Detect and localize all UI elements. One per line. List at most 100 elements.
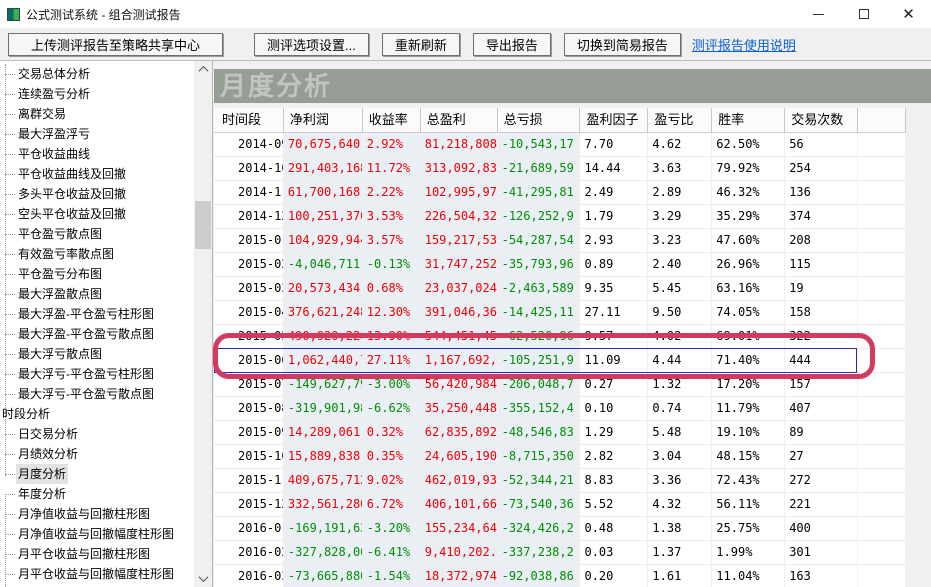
refresh-button[interactable]: 重新刷新 [381,32,460,56]
maximize-button[interactable] [841,0,886,28]
cell-1: -169,191,63 [283,517,363,540]
export-button[interactable]: 导出报告 [472,32,551,56]
column-header-2[interactable]: 收益率 [363,108,421,132]
cell-1: 490,920,226 [283,325,363,348]
cell-2: -6.62% [362,397,421,420]
sidebar-item-14[interactable]: 最大浮亏散点图 [0,344,192,364]
sidebar-item-7[interactable]: 空头平仓收益及回撤 [0,204,192,224]
toolbar: 上传测评报告至策略共享中心 测评选项设置... 重新刷新 导出报告 切换到简易报… [0,28,931,61]
column-header-7[interactable]: 胜率 [712,108,786,132]
table-row-2015-06[interactable]: 2015-06 1,062,440,7 27.11% 1,167,692,6 -105,… [214,348,907,373]
table-row-2015-10[interactable]: 2015-10 15,889,838. 0.35% 24,605,190. -8,715… [214,445,907,469]
sidebar-item-8[interactable]: 平仓盈亏散点图 [0,224,192,244]
sidebar-item-23[interactable]: 月净值收益与回撤幅度柱形图 [0,524,192,544]
sidebar-item-10[interactable]: 平仓盈亏分布图 [0,264,192,284]
column-header-0[interactable]: 时间段 [214,108,284,132]
cell-4: -54,287,54 [497,229,581,252]
sidebar-item-9[interactable]: 有效盈亏率散点图 [0,244,192,264]
cell-7: 19.10% [712,421,786,444]
close-button[interactable]: ✕ [886,0,931,28]
table-row-2015-07[interactable]: 2015-07 -149,627,79 -3.00% 56,420,984. -206,… [214,373,907,397]
sidebar-item-24[interactable]: 月平仓收益与回撤柱形图 [0,544,192,564]
cell-7: 69.01% [712,325,786,348]
sidebar-scroll-thumb[interactable] [195,201,211,249]
cell-4: -324,426,2 [497,517,581,540]
cell-7: 56.11% [712,493,786,516]
cell-period: 2015-06 [214,349,284,372]
cell-9 [858,469,907,492]
column-header-5[interactable]: 盈利因子 [580,108,649,132]
sidebar-item-20[interactable]: 月度分析 [0,464,192,484]
scroll-down-icon[interactable] [194,570,212,587]
table-row-2015-09[interactable]: 2015-09 14,289,061. 0.32% 62,835,892. -48,54… [214,421,907,445]
cell-3: 81,218,808. [420,133,498,156]
scroll-up-icon[interactable] [194,61,212,78]
sidebar-item-18[interactable]: 日交易分析 [0,424,192,444]
sidebar-item-5[interactable]: 平仓收益曲线及回撤 [0,164,192,184]
cell-period: 2014-09 [214,133,284,156]
table-row-2015-05[interactable]: 2015-05 490,920,226 13.90% 544,451,456 -62,5… [214,325,907,349]
report-help-link[interactable]: 测评报告使用说明 [691,37,796,53]
sidebar-item-3[interactable]: 最大浮盈浮亏 [0,124,192,144]
cell-6: 2.89 [648,181,713,204]
cell-5: 1.79 [580,205,649,228]
sidebar-item-11[interactable]: 最大浮盈散点图 [0,284,192,304]
sidebar-item-2[interactable]: 离群交易 [0,104,192,124]
table-row-2015-08[interactable]: 2015-08 -319,901,98 -6.62% 35,250,448. -355,… [214,397,907,421]
cell-8: 221 [785,493,859,516]
cell-6: 5.48 [648,421,713,444]
table-row-2015-12[interactable]: 2015-12 332,561,280 6.72% 406,101,664 -73,54… [214,493,907,517]
cell-5: 2.82 [580,445,649,468]
minimize-button[interactable] [796,0,841,28]
sidebar-item-15[interactable]: 最大浮亏-平仓盈亏柱形图 [0,364,192,384]
sidebar: 交易总体分析 连续盈亏分析 离群交易最大浮盈浮亏平仓收益曲线 平仓收益曲线及回撤 多头平… [0,61,213,587]
sidebar-scrollbar[interactable] [194,61,212,587]
sidebar-item-22[interactable]: 月净值收益与回撤柱形图 [0,504,192,524]
table-row-2016-02[interactable]: 2016-02 -327,828,06 -6.41% 9,410,202.0 -337,… [214,541,907,565]
cell-8: 254 [785,157,859,180]
column-header-9[interactable] [858,108,907,132]
table-row-2014-10[interactable]: 2014-10 291,403,168 11.72% 313,092,832 -21,6… [214,157,907,181]
options-button[interactable]: 测评选项设置... [254,32,369,56]
sidebar-item-19[interactable]: 月绩效分析 [0,444,192,464]
table-row-2015-11[interactable]: 2015-11 409,675,712 9.02% 462,019,936 -52,34… [214,469,907,493]
sidebar-item-label: 月平仓收益与回撤柱形图 [18,547,151,561]
table-row-2016-01[interactable]: 2016-01 -169,191,63 -3.20% 155,234,640 -324,… [214,517,907,541]
column-header-1[interactable]: 净利润 [284,108,363,132]
cell-1: 409,675,712 [283,469,363,492]
sidebar-item-13[interactable]: 最大浮盈-平仓盈亏散点图 [0,324,192,344]
table-row-2015-01[interactable]: 2015-01 104,929,944 3.57% 159,217,536 -54,28… [214,229,907,253]
column-header-4[interactable]: 总亏损 [498,108,581,132]
table-row-2014-11[interactable]: 2014-11 61,700,168. 2.22% 102,995,976 -41,29… [214,181,907,205]
sidebar-item-label: 最大浮盈浮亏 [18,127,91,141]
switch-simple-report-button[interactable]: 切换到简易报告 [563,32,681,56]
table-row-2016-03[interactable]: 2016-03 -73,665,880 -1.54% 18,372,974. -92,0… [214,565,907,587]
column-header-6[interactable]: 盈亏比 [648,108,713,132]
table-row-2014-09[interactable]: 2014-09 70,675,640. 2.92% 81,218,808. -10,54… [214,133,907,157]
table-row-2015-04[interactable]: 2015-04 376,621,248 12.30% 391,046,368 -14,4… [214,301,907,325]
sidebar-item-label: 最大浮亏-平仓盈亏柱形图 [18,367,154,381]
sidebar-item-21[interactable]: 年度分析 [0,484,192,504]
cell-7: 48.15% [712,445,786,468]
sidebar-item-6[interactable]: 多头平仓收益及回撤 [0,184,192,204]
sidebar-item-25[interactable]: 月平仓收益与回撤幅度柱形图 [0,564,192,584]
sidebar-item-17[interactable]: 时段分析 [0,404,192,424]
cell-6: 3.36 [648,469,713,492]
cell-6: 5.45 [648,277,713,300]
column-header-3[interactable]: 总盈利 [421,108,498,132]
cell-1: 332,561,280 [283,493,363,516]
sidebar-item-12[interactable]: 最大浮盈-平仓盈亏柱形图 [0,304,192,324]
table-row-2015-02[interactable]: 2015-02 -4,046,711. -0.13% 31,747,252. -35,7… [214,253,907,277]
sidebar-item-4[interactable]: 平仓收益曲线 [0,144,192,164]
sidebar-item-1[interactable]: 连续盈亏分析 [0,84,192,104]
cell-4: -10,543,17 [497,133,581,156]
table-row-2014-12[interactable]: 2014-12 100,251,376 3.53% 226,504,320 -126,2… [214,205,907,229]
sidebar-item-0[interactable]: 交易总体分析 [0,64,192,84]
upload-report-button[interactable]: 上传测评报告至策略共享中心 [8,32,224,56]
table-row-2015-03[interactable]: 2015-03 20,573,434. 0.68% 23,037,024. -2,463… [214,277,907,301]
column-header-8[interactable]: 交易次数 [785,108,859,132]
sidebar-item-16[interactable]: 最大浮亏-平仓盈亏散点图 [0,384,192,404]
cell-7: 11.04% [712,565,786,587]
cell-6: 2.40 [648,253,713,276]
sidebar-item-label: 日交易分析 [18,427,79,441]
